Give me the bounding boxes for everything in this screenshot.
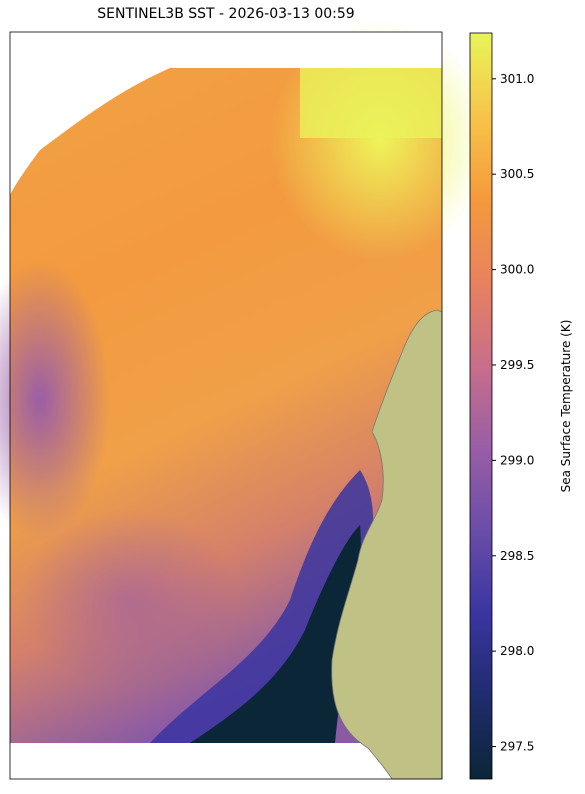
no-data: [10, 68, 170, 195]
cold-water: [190, 525, 361, 743]
colorbar-tick-label: 297.5: [500, 740, 534, 754]
map-frame: [9, 31, 443, 780]
land: [331, 309, 443, 780]
colorbar: Sea Surface Temperature (K) 297.5 298.0 29…: [469, 32, 573, 780]
colorbar-tick-label: 300.5: [500, 167, 534, 181]
colorbar-label: Sea Surface Temperature (K): [559, 320, 573, 493]
colorbar-tick-label: 298.0: [500, 644, 534, 658]
colorbar-tick-label: 299.5: [500, 358, 534, 372]
colorbar-tick-label: 299.0: [500, 453, 534, 467]
colorbar-tick-label: 298.5: [500, 549, 534, 563]
map-title: SENTINEL3B SST - 2026-03-13 00:59: [97, 6, 354, 22]
cool-eddy: [0, 260, 110, 540]
warm-pool: [300, 68, 442, 138]
colorbar-scale: [469, 32, 493, 780]
sst-map: [0, 20, 490, 780]
colorbar-tick-label: 300.0: [500, 263, 534, 277]
no-data: [10, 32, 442, 68]
cool-eddy: [20, 510, 240, 690]
colorbar-tick-label: 301.0: [500, 72, 534, 86]
